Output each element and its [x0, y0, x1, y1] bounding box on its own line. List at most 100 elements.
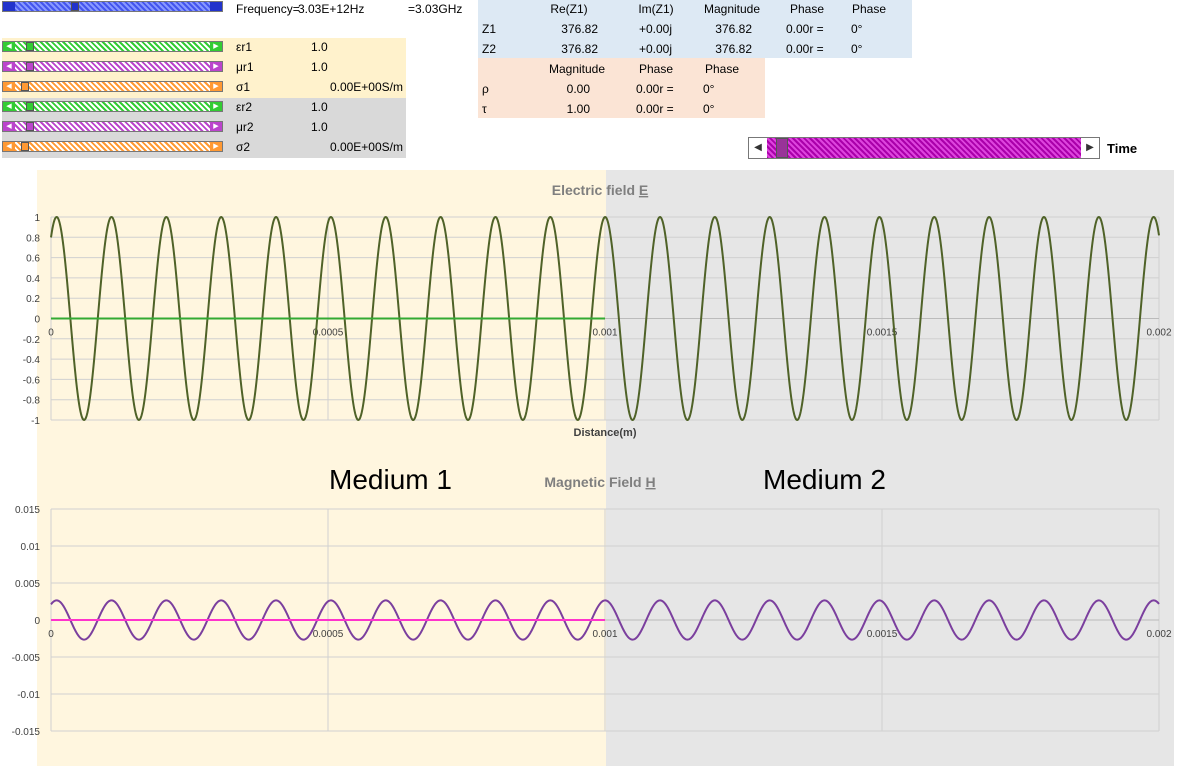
sigma1-right-arrow[interactable]: ▶ — [210, 82, 222, 91]
er2-label: εr2 — [236, 100, 253, 114]
impedance-cell: 0.00r = — [786, 22, 824, 36]
coefficient-cell: 0° — [703, 82, 715, 96]
impedance-header: Phase — [789, 2, 825, 16]
e-field-ytick-label: 0.8 — [26, 233, 40, 244]
h-field-ytick-label: -0.015 — [12, 727, 41, 738]
er1-value: 1.0 — [311, 40, 328, 54]
sigma1-scrollbar[interactable]: ◀ ▶ — [2, 81, 223, 92]
impedance-cell: 0.00r = — [786, 42, 824, 56]
mur2-thumb[interactable] — [26, 122, 35, 131]
time-scrollbar[interactable]: ◀ ▶ — [748, 137, 1100, 159]
impedance-row-name: Z2 — [482, 42, 497, 56]
e-field-xtick-label: 0 — [48, 328, 54, 339]
coefficient-row-name: τ — [482, 102, 487, 116]
sigma2-left-arrow[interactable]: ◀ — [3, 142, 15, 151]
mur1-right-arrow[interactable]: ▶ — [210, 62, 222, 71]
coefficient-header: Phase — [638, 62, 674, 76]
h-field-wave-line — [50, 599, 1160, 641]
sigma2-scrollbar[interactable]: ◀ ▶ — [2, 141, 223, 152]
frequency-thumb[interactable] — [71, 2, 79, 11]
coefficient-cell: 0.00r = — [636, 82, 674, 96]
impedance-cell: 376.82 — [561, 22, 598, 36]
impedance-header: Phase — [851, 2, 887, 16]
h-field-xtick-label: 0.002 — [1146, 629, 1171, 640]
time-thumb[interactable] — [776, 138, 789, 158]
er2-thumb[interactable] — [26, 102, 35, 111]
h-field-ytick-label: 0.01 — [21, 542, 41, 553]
mur1-value: 1.0 — [311, 60, 328, 74]
frequency-left-arrow[interactable] — [3, 2, 15, 11]
e-field-xtick-label: 0.001 — [592, 328, 617, 339]
sigma2-right-arrow[interactable]: ▶ — [210, 142, 222, 151]
impedance-table — [478, 0, 912, 58]
er1-thumb[interactable] — [26, 42, 35, 51]
medium-1-label: Medium 1 — [329, 464, 452, 495]
e-field-ytick-label: 1 — [34, 213, 40, 224]
mur2-value: 1.0 — [311, 120, 328, 134]
e-field-ytick-label: 0.4 — [26, 274, 40, 285]
er1-right-arrow[interactable]: ▶ — [210, 42, 222, 51]
er1-left-arrow[interactable]: ◀ — [3, 42, 15, 51]
h-field-ytick-label: -0.01 — [17, 690, 40, 701]
impedance-header: Magnitude — [703, 2, 761, 16]
e-field-wave-line — [50, 215, 1160, 422]
impedance-cell: 376.82 — [715, 22, 752, 36]
e-field-ytick-label: -0.2 — [23, 335, 41, 346]
er2-right-arrow[interactable]: ▶ — [210, 102, 222, 111]
impedance-header: Re(Z1) — [550, 2, 588, 16]
e-field-ytick-label: -0.4 — [23, 355, 41, 366]
coefficient-cell: 0.00 — [566, 82, 590, 96]
h-field-ytick-label: -0.005 — [12, 653, 41, 664]
e-field-xtick-label: 0.0015 — [867, 328, 898, 339]
impedance-cell: 0° — [851, 42, 863, 56]
mur2-left-arrow[interactable]: ◀ — [3, 122, 15, 131]
frequency-ghz: =3.03GHz — [408, 2, 463, 16]
mur1-thumb[interactable] — [26, 62, 35, 71]
mur1-left-arrow[interactable]: ◀ — [3, 62, 15, 71]
impedance-cell: +0.00j — [638, 22, 672, 36]
mur2-right-arrow[interactable]: ▶ — [210, 122, 222, 131]
er2-value: 1.0 — [311, 100, 328, 114]
h-field-xtick-label: 0.0005 — [313, 629, 344, 640]
e-field-ytick-label: 0.6 — [26, 254, 40, 265]
medium-1-region — [37, 170, 606, 766]
frequency-scrollbar[interactable] — [2, 1, 223, 12]
coefficient-cell: 0° — [703, 102, 715, 116]
sigma1-value: 0.00E+00S/m — [329, 80, 403, 94]
er2-left-arrow[interactable]: ◀ — [3, 102, 15, 111]
coefficient-header: Magnitude — [548, 62, 606, 76]
medium-2-region — [606, 170, 1174, 766]
mur2-label: μr2 — [236, 120, 254, 134]
er1-scrollbar[interactable]: ◀ ▶ — [2, 41, 223, 52]
er1-label: εr1 — [236, 40, 253, 54]
e-field-ytick-label: -1 — [31, 416, 40, 427]
h-field-chart-title: Magnetic Field H — [544, 474, 655, 490]
h-field-ytick-label: 0.005 — [15, 579, 40, 590]
sigma2-thumb[interactable] — [20, 142, 29, 151]
sigma1-label: σ1 — [236, 80, 251, 94]
e-field-chart-title: Electric field E — [552, 182, 649, 198]
mur2-scrollbar[interactable]: ◀ ▶ — [2, 121, 223, 132]
er2-scrollbar[interactable]: ◀ ▶ — [2, 101, 223, 112]
time-right-arrow[interactable]: ▶ — [1081, 138, 1099, 158]
sigma2-value: 0.00E+00S/m — [329, 140, 403, 154]
e-field-x-axis-label: Distance(m) — [574, 427, 637, 439]
sigma1-thumb[interactable] — [20, 82, 29, 91]
coefficient-header: Phase — [704, 62, 740, 76]
e-field-ytick-label: -0.8 — [23, 396, 41, 407]
sigma1-left-arrow[interactable]: ◀ — [3, 82, 15, 91]
coefficient-cell: 1.00 — [566, 102, 590, 116]
coefficient-row-name: ρ — [482, 82, 489, 96]
frequency-right-arrow[interactable] — [210, 2, 222, 11]
e-field-ytick-label: 0.2 — [26, 294, 40, 305]
sigma2-label: σ2 — [236, 140, 251, 154]
impedance-cell: 376.82 — [561, 42, 598, 56]
h-field-ytick-label: 0.015 — [15, 505, 40, 516]
e-field-xtick-label: 0.0005 — [313, 328, 344, 339]
time-left-arrow[interactable]: ◀ — [749, 138, 767, 158]
e-field-ytick-label: -0.6 — [23, 375, 41, 386]
mur1-scrollbar[interactable]: ◀ ▶ — [2, 61, 223, 72]
impedance-row-name: Z1 — [482, 22, 497, 36]
frequency-value: 3.03E+12Hz — [298, 2, 365, 16]
frequency-label: Frequency= — [236, 2, 300, 16]
